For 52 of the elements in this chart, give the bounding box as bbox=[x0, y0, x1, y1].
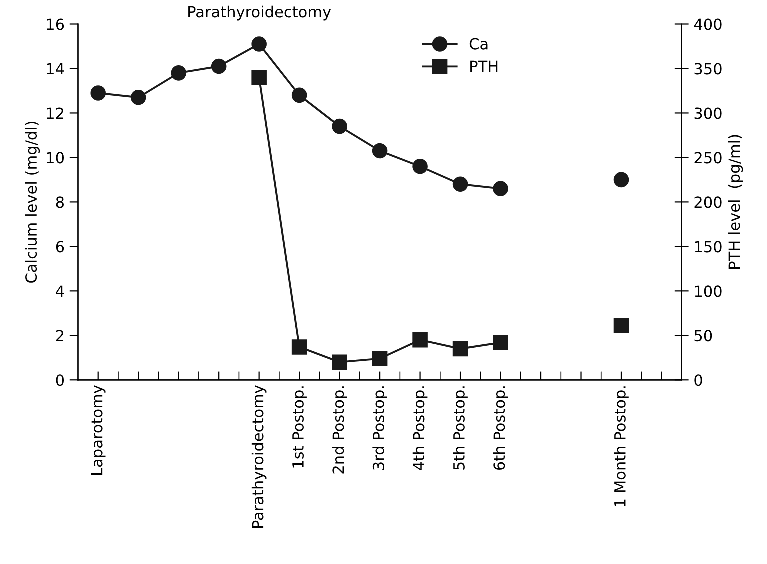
legend-label: PTH bbox=[470, 60, 498, 72]
point bbox=[332, 118, 348, 134]
y-tick-label: 8 bbox=[56, 196, 64, 208]
y2-tick-label: 400 bbox=[694, 18, 722, 30]
point bbox=[171, 66, 186, 81]
y2-tick-label: 0 bbox=[694, 374, 702, 386]
point bbox=[493, 335, 508, 350]
point bbox=[130, 90, 146, 106]
point bbox=[372, 351, 388, 366]
y-tick-label: 6 bbox=[56, 241, 64, 253]
y-tick-label: 2 bbox=[56, 330, 64, 342]
x-tick-label: 5th Postop. bbox=[453, 386, 468, 470]
x-tick-label: Laparotomy bbox=[91, 385, 106, 475]
y-tick-label: 0 bbox=[56, 374, 64, 386]
point bbox=[252, 36, 267, 52]
point bbox=[614, 172, 630, 188]
y-axis-title: Calcium level (mg/dl) bbox=[25, 122, 40, 283]
point bbox=[332, 354, 348, 370]
y-tick-label: 14 bbox=[47, 63, 64, 75]
y-tick-label: 12 bbox=[47, 108, 64, 120]
point bbox=[252, 70, 267, 86]
x-tick-label: 2nd Postop. bbox=[332, 386, 348, 474]
x-tick-label: 3rd Postop. bbox=[372, 386, 388, 470]
x-tick-label: 4th Postop. bbox=[412, 386, 428, 470]
x-tick-label: 6th Postop. bbox=[493, 386, 508, 470]
y-tick-label: 10 bbox=[47, 152, 64, 164]
y2-tick-label: 200 bbox=[694, 196, 722, 208]
point bbox=[614, 318, 630, 334]
y2-tick-label: 350 bbox=[694, 63, 722, 75]
point bbox=[493, 181, 508, 196]
point bbox=[90, 86, 106, 101]
x-tick-label: 1 Month Postop. bbox=[614, 386, 629, 506]
point bbox=[452, 176, 468, 192]
y2-tick-label: 250 bbox=[694, 152, 722, 164]
legend-label: Ca bbox=[470, 38, 488, 50]
y2-axis-title: PTH level (pg/ml) bbox=[728, 135, 744, 269]
point bbox=[452, 341, 468, 357]
y-tick-label: 16 bbox=[47, 18, 64, 30]
point bbox=[412, 158, 428, 174]
text: Parathyroidectomy bbox=[188, 6, 332, 21]
point bbox=[412, 332, 428, 348]
x-tick-label: Parathyroidectomy bbox=[252, 385, 267, 528]
y2-tick-label: 150 bbox=[695, 241, 722, 253]
y2-tick-label: 300 bbox=[694, 108, 722, 120]
point bbox=[292, 340, 308, 355]
point bbox=[372, 143, 388, 159]
y-tick-label: 4 bbox=[56, 286, 64, 297]
point bbox=[211, 58, 227, 74]
y2-tick-label: 100 bbox=[695, 286, 722, 298]
point bbox=[292, 88, 308, 104]
y2-tick-label: 50 bbox=[694, 330, 712, 342]
x-tick-label: 1st Postop. bbox=[292, 386, 307, 468]
